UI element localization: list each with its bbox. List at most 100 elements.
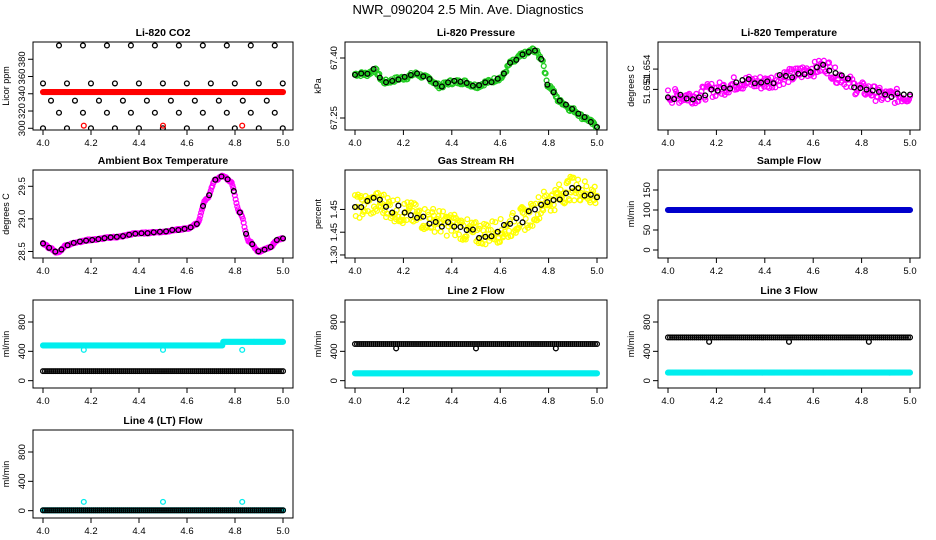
data-point (46, 244, 53, 251)
data-point (150, 368, 157, 375)
data-point (702, 92, 709, 99)
data-point (516, 340, 523, 348)
data-point (39, 368, 47, 375)
chart-line1: Line 1 Flow 4.0 4.2 4.4 4.6 4.8 5.0 0 400 800 ml/m… (1, 285, 294, 407)
data-point (742, 334, 749, 341)
data-point (261, 507, 268, 514)
data-point (263, 368, 270, 375)
data-point (41, 368, 49, 375)
x-tick-label: 4.8 (855, 396, 868, 407)
data-point (489, 218, 496, 225)
data-point (689, 334, 696, 341)
data-point (101, 235, 108, 242)
data-points (664, 334, 914, 376)
x-tick-label: 4.8 (228, 526, 241, 537)
data-point (664, 334, 672, 341)
data-point (98, 507, 105, 514)
data-point (904, 334, 912, 341)
data-point (441, 340, 448, 348)
chart-title: Li-820 CO2 (136, 27, 191, 39)
data-point (508, 340, 515, 348)
data-point (102, 368, 109, 375)
chart-title: Line 4 (LT) Flow (123, 415, 203, 427)
data-point (508, 212, 516, 219)
data-point (534, 47, 541, 54)
data-point (127, 109, 134, 116)
data-point (793, 334, 800, 341)
data-point (120, 368, 127, 375)
data-point (356, 214, 363, 221)
data-point (150, 229, 157, 236)
data-point (80, 507, 87, 514)
data-point (838, 72, 845, 79)
data-point (770, 334, 777, 341)
data-point (813, 334, 820, 341)
data-point (140, 368, 147, 375)
data-point (545, 340, 552, 348)
data-point (453, 340, 460, 348)
data-point (60, 368, 67, 375)
data-point (364, 70, 371, 77)
data-point (740, 334, 747, 341)
data-point (110, 507, 117, 514)
data-points (664, 206, 914, 214)
data-point (388, 340, 395, 348)
data-point (819, 334, 826, 341)
plot-frame (32, 169, 294, 259)
data-point (436, 208, 443, 215)
data-point (271, 368, 278, 375)
data-point (457, 78, 464, 85)
data-point (231, 507, 238, 514)
data-point (275, 368, 283, 375)
data-point (451, 211, 458, 218)
data-point (211, 507, 218, 514)
data-point (593, 194, 601, 201)
data-point (581, 114, 588, 121)
data-point (404, 340, 411, 348)
data-point (191, 368, 198, 375)
chart-line2: Line 2 Flow 4.0 4.2 4.4 4.6 4.8 5.0 0 400 800 ml/m… (313, 285, 608, 407)
data-point (843, 334, 851, 341)
data-point (130, 368, 137, 375)
data-points (39, 172, 287, 256)
data-point (593, 370, 601, 377)
data-point (70, 368, 77, 375)
data-point (275, 507, 283, 514)
data-point (552, 345, 559, 352)
data-point (189, 507, 196, 514)
data-point (439, 340, 446, 348)
data-point (173, 368, 180, 375)
data-point (751, 80, 758, 87)
data-point (195, 368, 202, 375)
x-tick-label: 4.2 (397, 266, 410, 277)
data-point (858, 334, 865, 341)
data-point (386, 340, 393, 348)
data-point (876, 334, 883, 341)
data-point (134, 507, 141, 514)
data-point (60, 507, 67, 514)
data-point (63, 80, 71, 87)
data-point (683, 334, 690, 341)
data-point (396, 340, 403, 348)
plot-frame (344, 169, 608, 259)
data-point (739, 77, 746, 84)
data-point (709, 334, 716, 341)
data-point (112, 368, 119, 375)
data-point (543, 340, 550, 348)
data-point (207, 80, 214, 87)
data-point (267, 243, 274, 251)
data-point (507, 220, 514, 227)
data-point (490, 340, 497, 348)
data-point (74, 368, 81, 375)
data-point (255, 507, 262, 514)
plot-frame (32, 429, 294, 519)
data-point (395, 76, 402, 83)
data-point (173, 507, 180, 514)
data-point (829, 334, 836, 341)
data-point (834, 79, 841, 86)
data-point (485, 226, 492, 233)
data-point (496, 340, 503, 348)
plot-frame (32, 299, 294, 389)
data-point (420, 213, 427, 220)
x-tick-label: 4.4 (132, 526, 145, 537)
